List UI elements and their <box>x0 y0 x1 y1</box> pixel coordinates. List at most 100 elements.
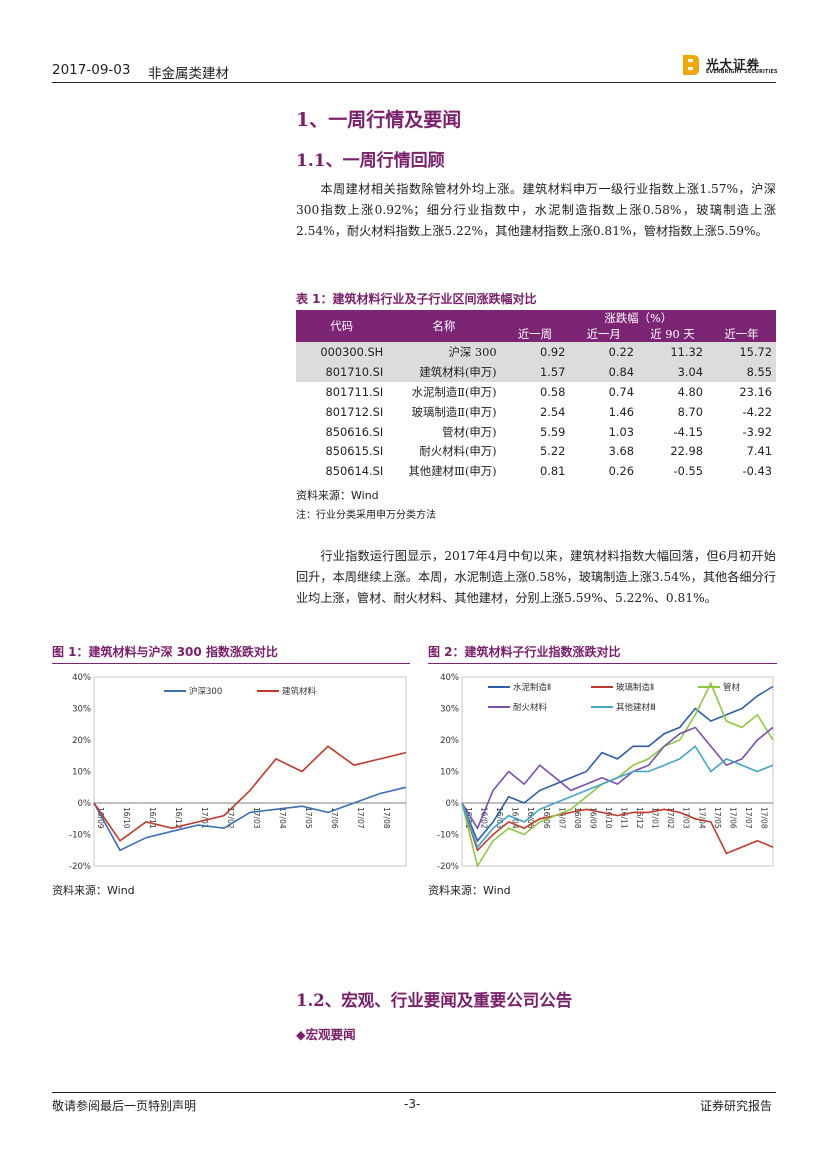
x-tick-label: 17/03 <box>682 807 691 829</box>
x-tick-label: 17/06 <box>728 807 737 829</box>
legend-label: 玻璃制造Ⅱ <box>616 682 654 693</box>
cell-code: 801711.SI <box>325 384 384 399</box>
page-number: -3- <box>404 1097 421 1111</box>
cell-code: 000300.SH <box>296 342 388 362</box>
cell-name: 玻璃制造Ⅱ(申万) <box>411 404 497 419</box>
figure1-caption: 图 1：建筑材料与沪深 300 指数涨跌对比 <box>52 645 278 659</box>
logo-text-en: EVERBRIGHT SECURITIES <box>706 70 778 75</box>
x-tick-label: 17/06 <box>330 807 339 829</box>
cell-value: 0.58 <box>539 384 566 399</box>
series-line <box>93 786 407 852</box>
cell-value: 2.54 <box>539 404 566 419</box>
subsection-heading: 1.2、宏观、行业要闻及重要公司公告 <box>296 991 573 1010</box>
table-row: 850614.SI 其他建材Ⅲ(申万) 0.81 0.26 -0.55 -0.4… <box>296 461 776 481</box>
index-trend-paragraph: 行业指数运行图显示，2017年4月中旬以来，建筑材料指数大幅回落，但6月初开始回… <box>296 549 776 605</box>
table-header-col: 近一年 <box>706 326 776 342</box>
cell-code: 801710.SI <box>296 361 388 382</box>
cell-code: 801712.SI <box>325 404 384 419</box>
y-tick-label: 20% <box>72 736 91 746</box>
table-row: 801712.SI 玻璃制造Ⅱ(申万) 2.54 1.46 8.70 -4.22 <box>296 402 776 422</box>
cell-value: 15.72 <box>706 342 776 362</box>
cell-value: 8.55 <box>706 361 776 382</box>
cell-name: 建筑材料(申万) <box>387 361 501 382</box>
table-note: 注：行业分类采用申万分类方法 <box>296 510 436 521</box>
cell-value: 7.41 <box>746 444 772 459</box>
x-tick-label: 16/09 <box>96 807 105 829</box>
x-tick-label: 16/10 <box>604 807 613 829</box>
y-tick-label: 10% <box>72 768 91 778</box>
figure1-line-chart: 40% 30% 20% 10% 0% -10% -20% 16/09 16/10 16/11 16/… <box>69 673 407 872</box>
cell-name: 水泥制造Ⅱ(申万) <box>411 384 497 399</box>
cell-value: 3.68 <box>608 444 635 459</box>
x-tick-label: 17/08 <box>759 807 768 829</box>
table-row: 850615.SI 耐火材料(申万) 5.22 3.68 22.98 7.41 <box>296 441 776 461</box>
figure2-caption: 图 2：建筑材料子行业指数涨跌对比 <box>428 645 621 659</box>
table-header-group: 涨跌幅（%） <box>500 310 776 326</box>
logo-icon <box>683 55 699 75</box>
table-caption: 表 1：建筑材料行业及子行业区间涨跌幅对比 <box>296 292 537 306</box>
cell-code: 850616.SI <box>325 424 384 439</box>
cell-value: -0.55 <box>673 464 703 479</box>
footer-disclaimer: 敬请参阅最后一页特别声明 <box>52 1099 197 1113</box>
cell-value: 8.70 <box>677 404 703 419</box>
legend-label: 水泥制造Ⅱ <box>513 682 551 693</box>
y-tick-label: -10% <box>437 831 459 841</box>
y-tick-label: 30% <box>440 705 459 715</box>
table-header-name: 名称 <box>387 310 501 342</box>
plot-frame <box>93 676 407 867</box>
footer-divider <box>52 1092 776 1093</box>
table-row: 801710.SI 建筑材料(申万) 1.57 0.84 3.04 8.55 <box>296 361 776 382</box>
header-date: 2017-09-03 <box>52 62 131 78</box>
cell-value: 3.04 <box>638 361 707 382</box>
header-divider <box>52 82 776 83</box>
cell-value: -3.92 <box>742 424 772 439</box>
cell-value: -0.43 <box>742 464 772 479</box>
x-tick-label: 17/02 <box>666 807 675 829</box>
series-line <box>93 745 407 842</box>
footer-report-type: 证券研究报告 <box>700 1099 773 1113</box>
table-header-col: 近 90 天 <box>638 326 707 342</box>
y-tick-label: -20% <box>437 862 459 872</box>
x-tick-label: 17/01 <box>651 807 660 829</box>
cell-value: 0.26 <box>608 464 635 479</box>
y-tick-label: 30% <box>72 705 91 715</box>
cell-value: 1.57 <box>500 361 570 382</box>
figure2-source: 资料来源：Wind <box>428 884 511 897</box>
x-tick-label: 17/05 <box>304 807 313 829</box>
cell-name: 耐火材料(申万) <box>419 444 497 459</box>
cell-value: 5.59 <box>539 424 566 439</box>
x-tick-label: 16/09 <box>588 807 597 829</box>
legend-label: 管材 <box>723 682 741 693</box>
y-tick-label: 0% <box>78 799 92 809</box>
x-tick-label: 16/11 <box>148 807 157 829</box>
table-row: 850616.SI 管材(申万) 5.59 1.03 -4.15 -3.92 <box>296 422 776 442</box>
x-tick-label: 16/02 <box>480 807 489 829</box>
performance-table: 代码 名称 涨跌幅（%） 近一周 近一月 近 90 天 近一年 000300.S… <box>296 310 776 481</box>
cell-value: 11.32 <box>638 342 707 362</box>
table-source: 资料来源：Wind <box>296 489 379 502</box>
cell-value: -4.15 <box>673 424 703 439</box>
header-section: 非金属类建材 <box>148 66 229 82</box>
x-tick-label: 16/08 <box>573 807 582 829</box>
cell-value: 0.92 <box>500 342 570 362</box>
cell-value: 1.03 <box>608 424 635 439</box>
x-tick-label: 17/03 <box>252 807 261 829</box>
x-tick-label: 16/12 <box>174 807 183 829</box>
legend-label: 建筑材料 <box>282 686 317 697</box>
logo-text-cn: 光大证券 <box>706 57 761 72</box>
y-tick-label: 40% <box>440 673 459 683</box>
table-header-col: 近一周 <box>500 326 570 342</box>
legend-label: 沪深300 <box>189 686 222 697</box>
subsection-heading: 1.1、一周行情回顾 <box>296 151 445 171</box>
x-tick-label: 16/03 <box>495 807 504 829</box>
cell-value: 22.98 <box>670 444 703 459</box>
y-tick-label: -10% <box>69 831 91 841</box>
x-tick-label: 17/08 <box>382 807 391 829</box>
cell-code: 850614.SI <box>325 464 384 479</box>
cell-name: 沪深 300 <box>387 342 501 362</box>
table-header-code: 代码 <box>296 310 388 342</box>
figure2-divider <box>428 663 777 664</box>
y-tick-label: 0% <box>446 799 460 809</box>
y-tick-label: 40% <box>72 673 91 683</box>
series-line <box>461 685 774 843</box>
